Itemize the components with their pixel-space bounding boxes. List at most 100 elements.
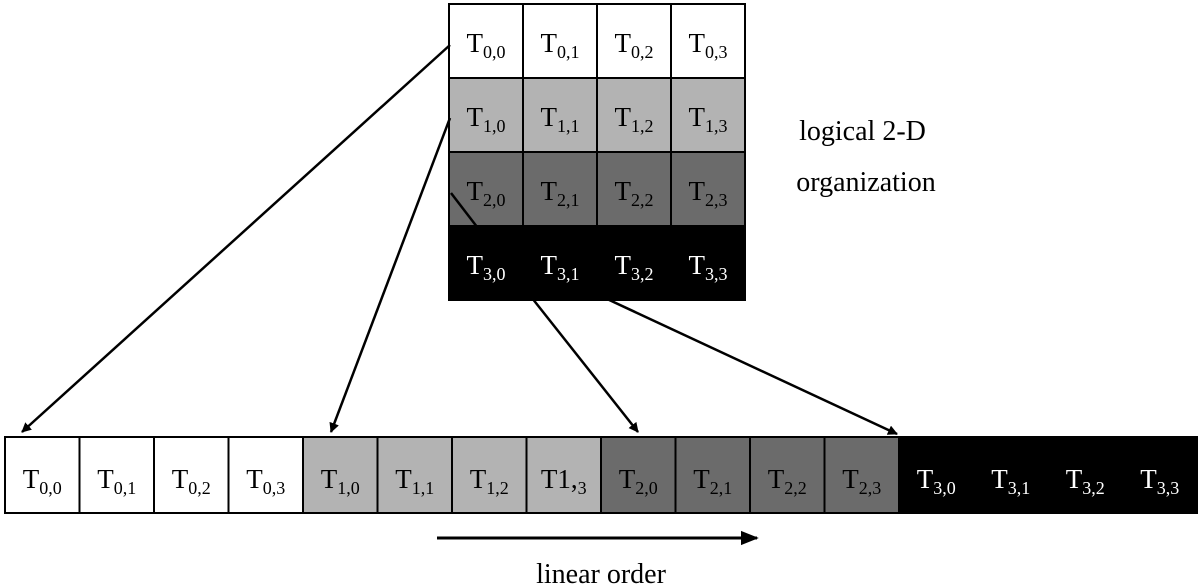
linear-cell-6-box (451, 436, 528, 514)
grid-cell-2-0-label-base: T (467, 176, 484, 206)
grid-cell-2-3-label-base: T (689, 176, 706, 206)
linear-cell-10-label: T2,2 (768, 464, 807, 498)
linear-cell-7-label-base: T1, (541, 464, 578, 494)
grid-cell-3-1-box (522, 225, 598, 301)
grid-cell-0-3-label-base: T (689, 28, 706, 58)
grid-cell-1-0-box (448, 77, 524, 153)
grid-cell-2-1-box (522, 151, 598, 227)
linear-cell-1-label: T0,1 (97, 464, 136, 498)
grid-cell-2-1-label: T2,1 (541, 176, 580, 210)
grid-cell-0-2-box (596, 3, 672, 79)
linear-cell-12-box (898, 436, 975, 514)
grid-cell-2-1-label-sub: 2,1 (557, 190, 580, 210)
grid-cell-0-2-label-sub: 0,2 (631, 42, 654, 62)
linear-cell-6-label-base: T (470, 464, 487, 494)
linear-cell-8-label: T2,0 (619, 464, 658, 498)
grid-cell-3-2-label: T3,2 (615, 250, 654, 284)
arrow-row-1 (329, 117, 452, 433)
linear-cell-5-label: T1,1 (395, 464, 434, 498)
linear-cell-8-label-base: T (619, 464, 636, 494)
linear-cell-4-box (302, 436, 379, 514)
linear-cell-8-label-sub: 2,0 (635, 478, 658, 498)
grid-cell-0-1-box (522, 3, 598, 79)
linear-cell-13-box (972, 436, 1049, 514)
grid-cell-1-2-box (596, 77, 672, 153)
grid-cell-3-2-box (596, 225, 672, 301)
linear-cell-13-label-base: T (991, 464, 1008, 494)
grid-cell-0-3-label: T0,3 (689, 28, 728, 62)
grid-cell-2-2-label: T2,2 (615, 176, 654, 210)
linear-cell-12-label: T3,0 (917, 464, 956, 498)
grid-cell-1-1-label-sub: 1,1 (557, 116, 580, 136)
grid-cell-3-2-label-sub: 3,2 (631, 264, 654, 284)
linear-cell-14-label-sub: 3,2 (1082, 478, 1105, 498)
linear-cell-0-box (4, 436, 81, 514)
linear-cell-3-label-sub: 0,3 (263, 478, 286, 498)
linear-cell-12-label-sub: 3,0 (933, 478, 956, 498)
linear-cell-5-label-base: T (395, 464, 412, 494)
grid-cell-1-3-label-sub: 1,3 (705, 116, 728, 136)
linear-cell-7-box (525, 436, 602, 514)
grid-cell-2-0-label-sub: 2,0 (483, 190, 506, 210)
arrow-row-0 (21, 44, 451, 433)
linear-cell-11-label-sub: 2,3 (859, 478, 882, 498)
grid-cell-3-1-label-base: T (541, 250, 558, 280)
grid-cell-3-3-label-base: T (689, 250, 706, 280)
grid-cell-1-3-label-base: T (689, 102, 706, 132)
linear-cell-14-label: T3,2 (1066, 464, 1105, 498)
grid-cell-3-0-label: T3,0 (467, 250, 506, 284)
linear-cell-9-box (674, 436, 751, 514)
grid-cell-0-1-label-base: T (541, 28, 558, 58)
grid-cell-1-2-label-base: T (615, 102, 632, 132)
linear-cell-4-label: T1,0 (321, 464, 360, 498)
grid-cell-2-3-box (670, 151, 746, 227)
linear-cell-3-label: T0,3 (246, 464, 285, 498)
linear-cell-7-label: T1,3 (541, 464, 587, 498)
linear-cell-0-label-sub: 0,0 (39, 478, 62, 498)
grid-cell-1-1-box (522, 77, 598, 153)
grid-cell-3-0-label-sub: 3,0 (483, 264, 506, 284)
linear-cell-10-box (749, 436, 826, 514)
grid-cell-0-0-box (448, 3, 524, 79)
grid-cell-3-0-box (448, 225, 524, 301)
grid-cell-1-2-label: T1,2 (615, 102, 654, 136)
grid-cell-3-3-label: T3,3 (689, 250, 728, 284)
linear-cell-13-label: T3,1 (991, 464, 1030, 498)
grid-caption: logical 2-D organization (796, 116, 935, 198)
grid-cell-0-3-label-sub: 0,3 (705, 42, 728, 62)
linear-cell-8-box (600, 436, 677, 514)
grid-cell-0-0-label: T0,0 (467, 28, 506, 62)
grid-cell-0-1-label-sub: 0,1 (557, 42, 580, 62)
linear-cell-15-label-base: T (1140, 464, 1157, 494)
linear-cell-14-box (1047, 436, 1124, 514)
linear-cell-2-label: T0,2 (172, 464, 211, 498)
linear-cell-4-label-sub: 1,0 (337, 478, 360, 498)
linear-cell-12-label-base: T (917, 464, 934, 494)
linear-cell-11-label-base: T (842, 464, 859, 494)
grid-cell-0-0-label-sub: 0,0 (483, 42, 506, 62)
linear-cell-15-box (1121, 436, 1198, 514)
arrow-row-3 (604, 296, 898, 436)
linear-order-caption: linear order (536, 559, 666, 585)
linear-cell-4-label-base: T (321, 464, 338, 494)
grid-cell-2-2-label-sub: 2,2 (631, 190, 654, 210)
grid-cell-3-3-box (670, 225, 746, 301)
linear-cell-9-label: T2,1 (693, 464, 732, 498)
linear-cell-0-label-base: T (23, 464, 40, 494)
linear-cell-6-label: T1,2 (470, 464, 509, 498)
grid-cell-1-0-label-base: T (467, 102, 484, 132)
linear-cell-11-box (823, 436, 900, 514)
linear-cell-9-label-sub: 2,1 (710, 478, 733, 498)
grid-caption-line-1: logical 2-D (799, 116, 926, 147)
grid-cell-0-2-label-base: T (615, 28, 632, 58)
linear-cell-3-label-base: T (246, 464, 263, 494)
linear-cell-1-box (78, 436, 155, 514)
linear-cell-15-label: T3,3 (1140, 464, 1179, 498)
grid-cell-1-3-box (670, 77, 746, 153)
grid-cell-3-3-label-sub: 3,3 (705, 264, 728, 284)
logical-2d-grid: T0,0 T0,1 T0,2 T0,3T1,0 T1,1 T1,2 T1,3T2,0 T2,1… (448, 3, 746, 301)
linear-cell-2-label-sub: 0,2 (188, 478, 211, 498)
grid-cell-0-0-label-base: T (467, 28, 484, 58)
grid-cell-2-0-label: T2,0 (467, 176, 506, 210)
